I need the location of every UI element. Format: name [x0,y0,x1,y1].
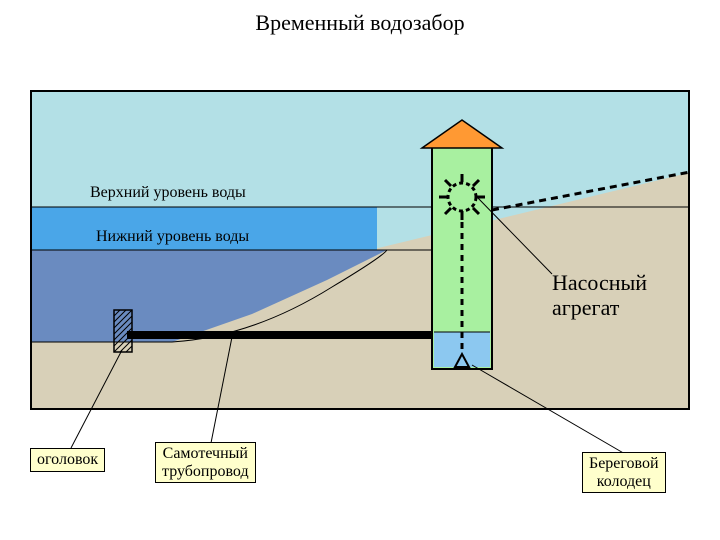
gravity-pipe [127,331,432,339]
lower-water-label: Нижний уровень воды [96,228,249,246]
diagram-title: Временный водозабор [0,10,720,36]
intake-head-label: оголовок [30,448,105,472]
gravity-pipe-label: Самотечный трубопровод [155,442,256,483]
pump-label: Насосный агрегат [552,270,647,321]
shore-well-label: Береговой колодец [582,452,666,493]
diagram-frame: Верхний уровень воды Нижний уровень воды… [30,90,690,410]
diagram-svg [32,92,690,410]
intake-head [114,310,132,352]
upper-water-label: Верхний уровень воды [90,184,246,202]
